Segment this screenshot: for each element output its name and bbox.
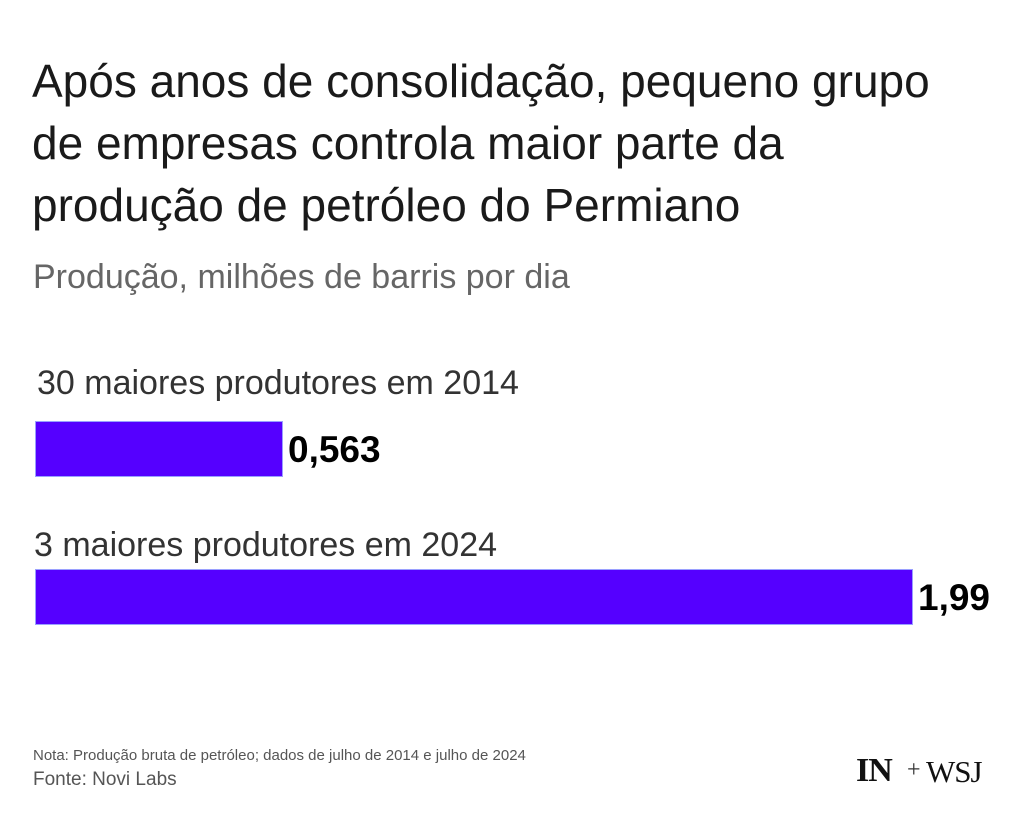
plus-sign: +: [907, 757, 921, 783]
chart-subtitle: Produção, milhões de barris por dia: [33, 258, 570, 296]
value-label-2014: 0,563: [288, 429, 381, 470]
chart-source: Fonte: Novi Labs: [33, 769, 177, 790]
bar-2014: [35, 421, 283, 477]
bar-2024: [35, 569, 913, 625]
in-logo: IN: [856, 752, 893, 789]
chart-note: Nota: Produção bruta de petróleo; dados …: [33, 747, 526, 764]
chart-title: Após anos de consolidação, pequeno grupo…: [32, 55, 930, 231]
category-label-2014: 30 maiores produtores em 2014: [37, 364, 519, 402]
wsj-logo: WSJ: [926, 754, 983, 789]
value-label-2024: 1,99: [918, 577, 991, 618]
category-label-2024: 3 maiores produtores em 2024: [34, 526, 498, 564]
